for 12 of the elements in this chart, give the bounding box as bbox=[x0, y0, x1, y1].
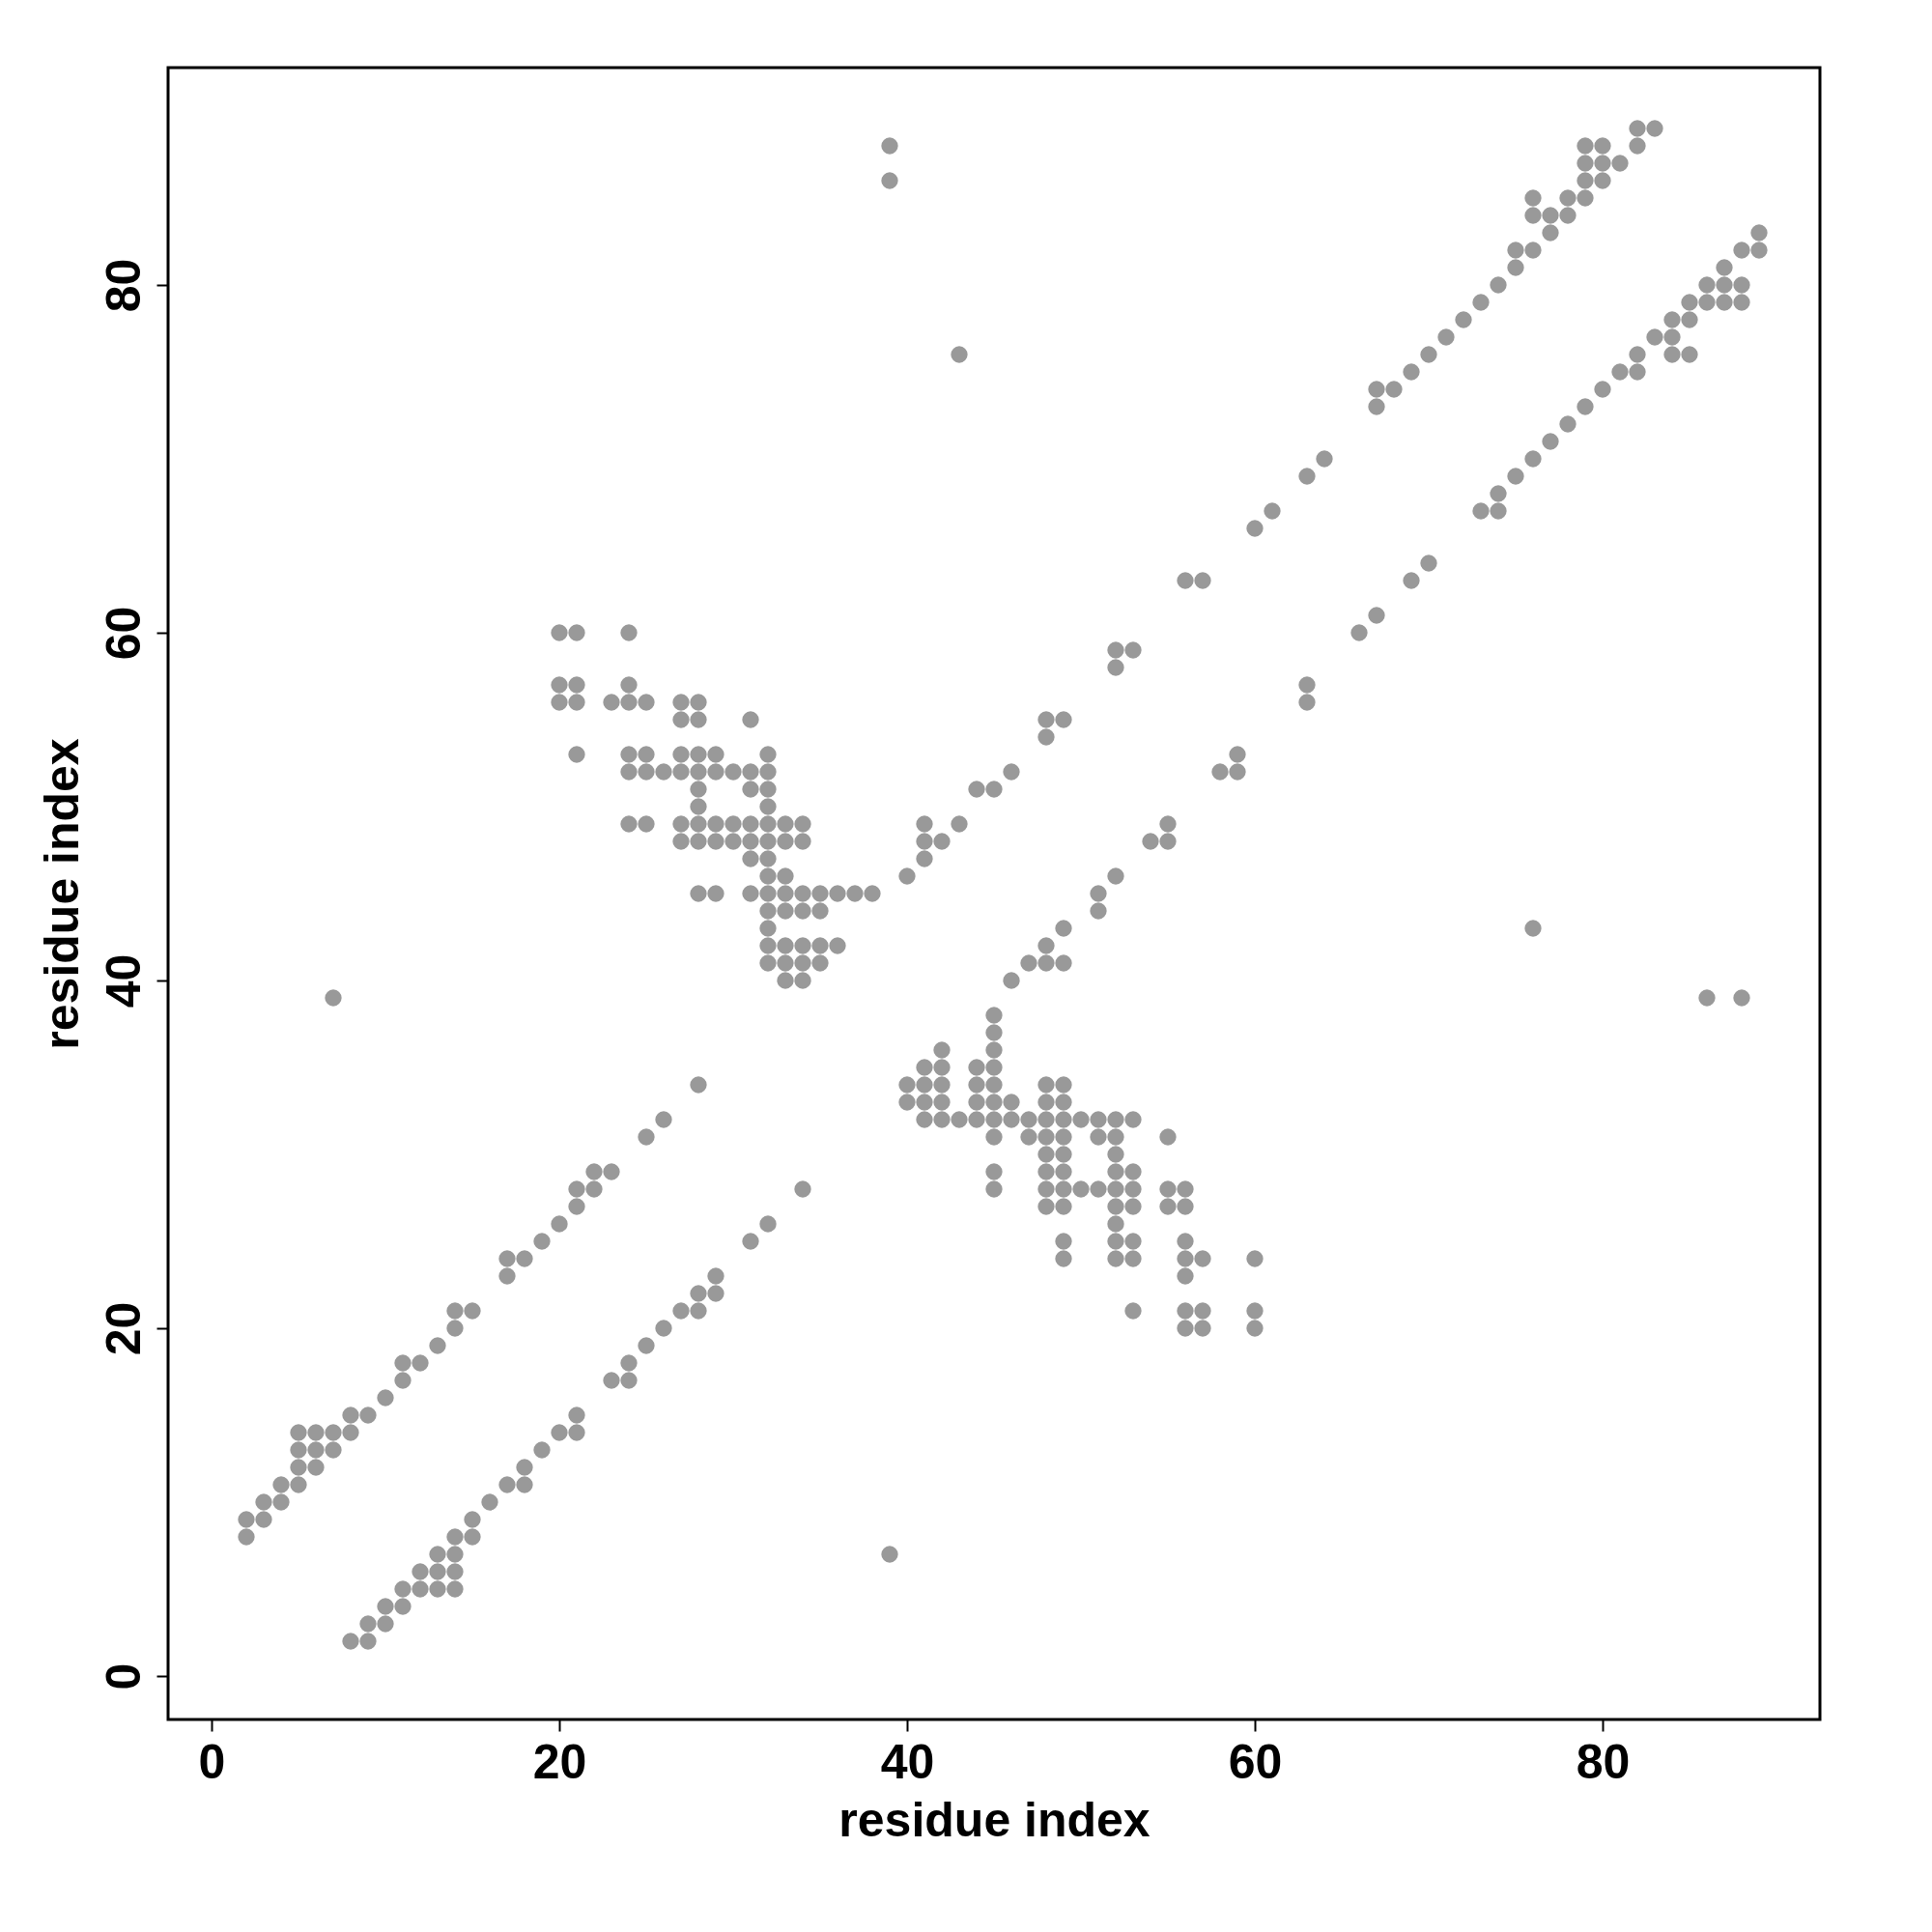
y-tick-label: 20 bbox=[96, 1301, 151, 1356]
y-axis-title: residue index bbox=[34, 738, 89, 1050]
x-axis-title: residue index bbox=[838, 1792, 1151, 1847]
y-tick-label: 60 bbox=[96, 606, 151, 661]
x-tick-label: 0 bbox=[198, 1734, 226, 1789]
y-tick-label: 80 bbox=[96, 258, 151, 313]
y-tick-label: 40 bbox=[96, 953, 151, 1009]
y-tick-label: 0 bbox=[96, 1662, 151, 1690]
x-tick-label: 20 bbox=[532, 1734, 587, 1789]
x-tick-label: 40 bbox=[880, 1734, 935, 1789]
x-tick-label: 60 bbox=[1228, 1734, 1283, 1789]
x-tick-label: 80 bbox=[1576, 1734, 1631, 1789]
